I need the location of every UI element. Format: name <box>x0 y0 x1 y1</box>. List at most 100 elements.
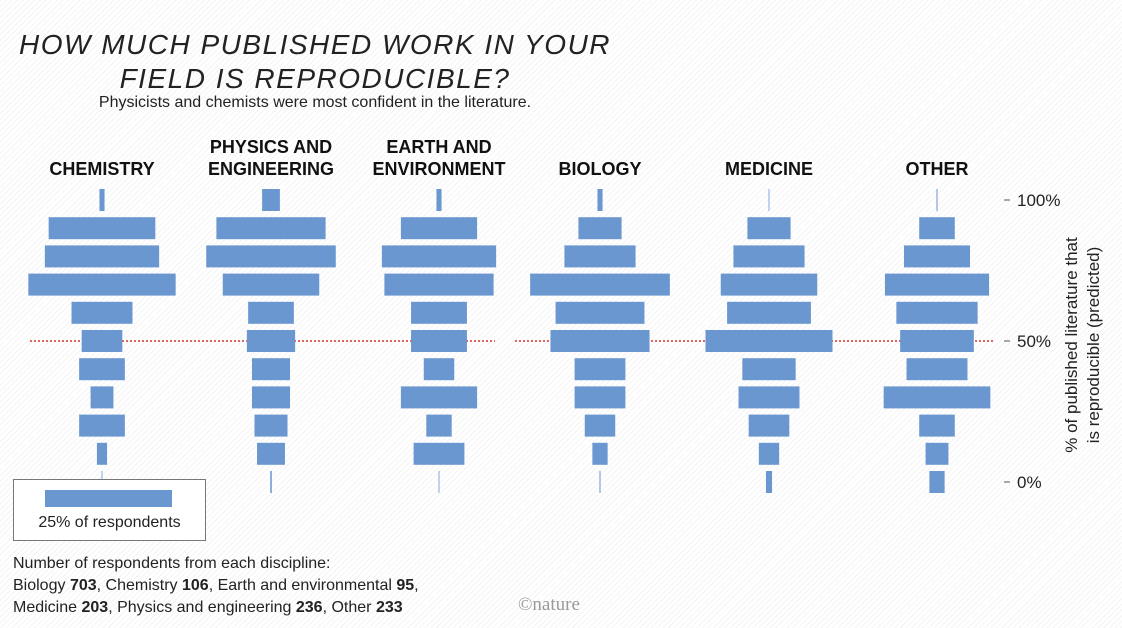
legend: 25% of respondents <box>13 479 206 541</box>
bar <box>99 189 105 211</box>
bar <box>748 414 790 437</box>
bar <box>79 414 125 437</box>
count-value: 106 <box>182 577 209 594</box>
bar <box>765 471 773 493</box>
bar <box>262 189 280 211</box>
bar <box>768 189 770 211</box>
bar <box>906 358 968 381</box>
bar <box>251 386 291 409</box>
series-header: BIOLOGY <box>558 159 641 179</box>
bar <box>530 273 670 296</box>
bar <box>738 386 800 409</box>
series-group <box>530 189 670 493</box>
y-tick-label: 100% <box>1017 191 1060 210</box>
bar <box>411 301 467 324</box>
bar <box>705 330 833 352</box>
bar <box>423 358 455 381</box>
bar <box>426 414 452 437</box>
respondent-counts-intro: Number of respondents from each discipli… <box>13 555 331 572</box>
nature-logo: ©nature <box>518 594 580 615</box>
bar <box>720 273 818 296</box>
bar <box>592 442 608 465</box>
bar <box>584 414 616 437</box>
bar <box>574 358 626 381</box>
count-name: Chemistry <box>105 577 178 594</box>
count-value: 236 <box>295 599 323 616</box>
respondent-counts-line-2: Medicine 203, Physics and engineering 23… <box>13 599 403 616</box>
count-name: Biology <box>13 577 66 594</box>
bar <box>400 386 478 409</box>
bars <box>28 189 991 493</box>
bar <box>578 217 622 240</box>
bar <box>925 442 949 465</box>
series-header: PHYSICS AND ENGINEERING <box>208 137 334 179</box>
bar <box>206 245 336 268</box>
bar <box>574 386 626 409</box>
bar <box>90 386 114 409</box>
series-group <box>705 189 833 493</box>
count-name: Earth and environmental <box>217 577 392 594</box>
series-header: EARTH AND ENVIRONMENT <box>372 137 505 179</box>
bar <box>733 245 805 268</box>
bar <box>597 189 603 211</box>
y-tick-label: 50% <box>1017 332 1051 351</box>
bar <box>599 471 601 493</box>
count-name: Physics and engineering <box>117 599 292 616</box>
bar <box>384 273 494 296</box>
discipline-headers: CHEMISTRY PHYSICS AND ENGINEERING EARTH AND… <box>49 137 968 179</box>
bar <box>400 217 478 240</box>
bar <box>555 301 645 324</box>
count-value: 95 <box>396 577 415 594</box>
series-group <box>206 189 336 493</box>
bar <box>564 245 636 268</box>
bar <box>381 245 497 268</box>
bar <box>903 245 971 268</box>
bar <box>919 217 955 240</box>
bar <box>28 273 176 296</box>
bar <box>727 301 811 324</box>
respondent-counts-line-1: Biology 703, Chemistry 106, Earth and en… <box>13 577 419 594</box>
count-value: 233 <box>375 599 403 616</box>
bar <box>71 301 133 324</box>
bar <box>936 189 938 211</box>
chart-subtitle: Physicists and chemists were most confid… <box>98 94 532 111</box>
y-axis: 100% 50% 0% % of published literature that i… <box>1004 191 1103 492</box>
count-value: 703 <box>69 577 97 594</box>
chart-title: HOW MUCH PUBLISHED WORK IN YOUR FIELD IS… <box>18 29 612 94</box>
bar <box>251 358 291 381</box>
legend-label: 25% of respondents <box>38 514 181 531</box>
bar <box>96 442 108 465</box>
respondent-counts: Number of respondents from each discipli… <box>13 553 419 619</box>
series-group <box>28 189 176 493</box>
series-group <box>883 189 991 493</box>
series-header: CHEMISTRY <box>49 159 154 179</box>
bar <box>270 471 272 493</box>
bar <box>883 386 991 409</box>
bar <box>44 245 160 268</box>
bar <box>919 414 955 437</box>
y-tick-label: 0% <box>1017 473 1042 492</box>
bar <box>222 273 320 296</box>
bar <box>254 414 288 437</box>
bar <box>900 330 974 352</box>
bar <box>758 442 780 465</box>
bar <box>411 330 467 352</box>
count-value: 203 <box>81 599 109 616</box>
bar <box>436 189 442 211</box>
count-name: Other <box>331 599 372 616</box>
bar <box>81 330 123 352</box>
bar <box>884 273 990 296</box>
bar <box>48 217 156 240</box>
y-axis-label: % of published literature that is reprodu… <box>1062 237 1103 453</box>
series-header: OTHER <box>906 159 969 179</box>
bar <box>216 217 326 240</box>
bar <box>248 301 294 324</box>
count-name: Medicine <box>13 599 78 616</box>
bar <box>747 217 791 240</box>
bar <box>438 471 440 493</box>
bar <box>550 330 650 352</box>
bar <box>246 330 296 352</box>
series-group <box>381 189 497 493</box>
bar <box>79 358 125 381</box>
